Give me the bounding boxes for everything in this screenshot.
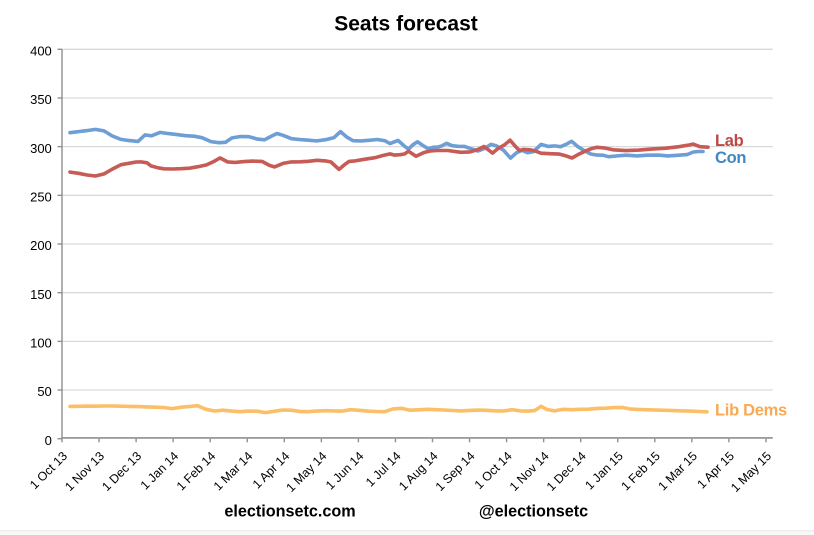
svg-text:0: 0 [45, 433, 52, 448]
svg-text:Lib Dems: Lib Dems [715, 402, 787, 420]
svg-text:150: 150 [30, 287, 52, 302]
svg-text:400: 400 [30, 44, 52, 59]
svg-text:200: 200 [30, 238, 52, 253]
svg-text:250: 250 [30, 190, 52, 205]
svg-text:Lab: Lab [715, 132, 744, 150]
svg-text:100: 100 [30, 336, 52, 351]
svg-text:Seats forecast: Seats forecast [334, 13, 478, 36]
svg-text:50: 50 [37, 384, 51, 399]
svg-text:@electionsetc: @electionsetc [479, 502, 588, 520]
svg-text:electionsetc.com: electionsetc.com [224, 502, 355, 520]
svg-text:350: 350 [30, 92, 52, 107]
svg-text:300: 300 [30, 141, 52, 156]
svg-text:Con: Con [715, 149, 746, 167]
